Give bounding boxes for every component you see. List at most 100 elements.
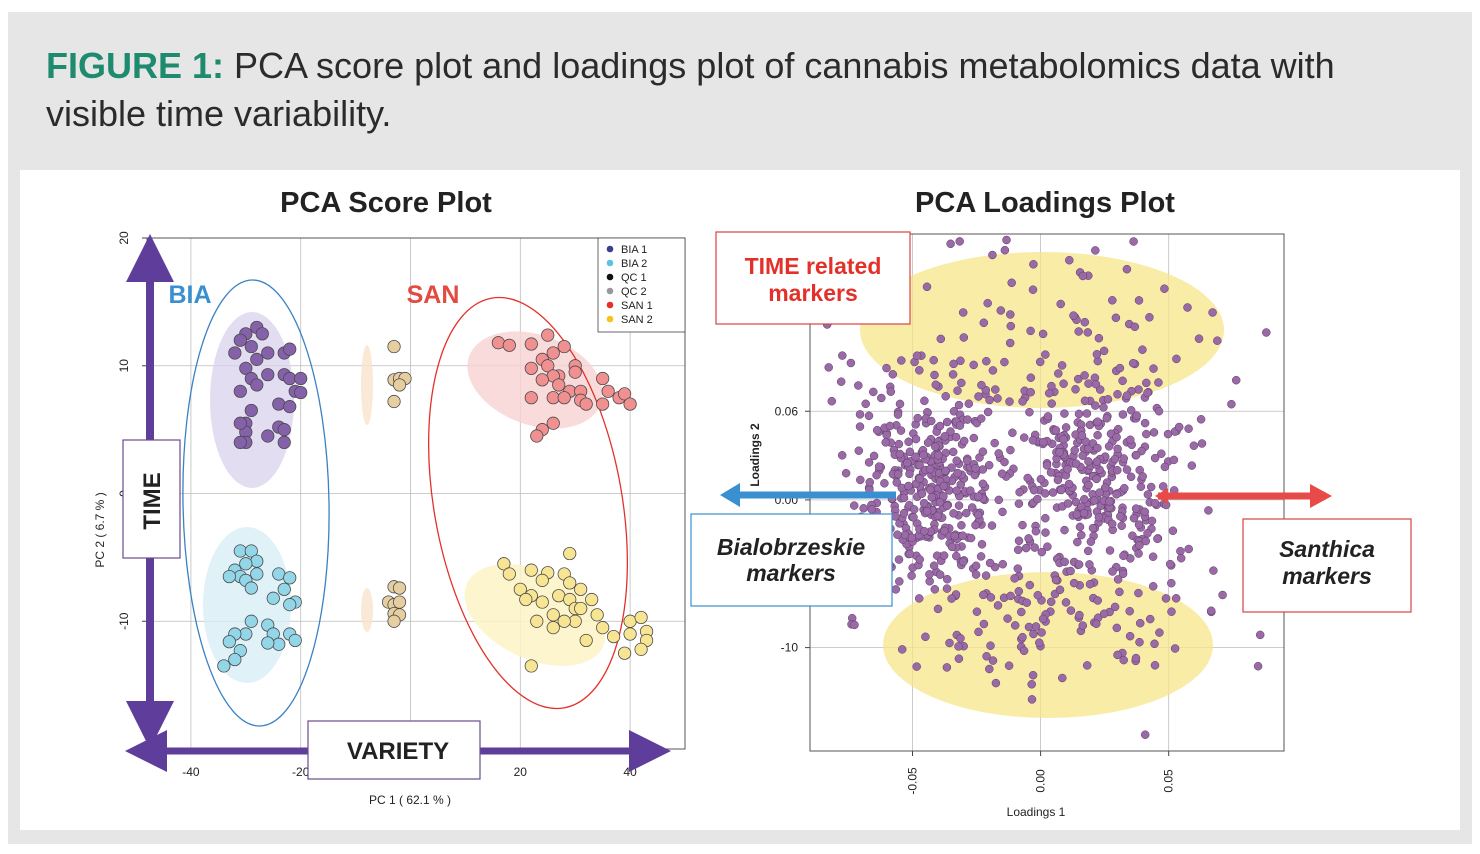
- loadings-point: [922, 282, 932, 292]
- score-point: [222, 569, 236, 584]
- loadings-point: [986, 641, 995, 650]
- bialobrzeskie-markers-box: [690, 513, 893, 607]
- loadings-point: [1160, 284, 1169, 293]
- score-points: [217, 320, 654, 673]
- loadings-point: [936, 334, 946, 344]
- score-x-tick-label: 40: [623, 765, 637, 779]
- loadings-point: [982, 356, 991, 366]
- loadings-point: [981, 571, 991, 580]
- loadings-point: [1126, 435, 1135, 445]
- loadings-point: [1108, 296, 1117, 305]
- loadings-point: [1119, 454, 1128, 463]
- loadings-point: [926, 416, 936, 426]
- loadings-y-tick-label: -10: [781, 641, 799, 655]
- score-x-axis-label: PC 1 ( 62.1 % ): [369, 793, 451, 807]
- loadings-point: [957, 521, 966, 530]
- loadings-point: [971, 561, 981, 571]
- loadings-point: [959, 333, 969, 342]
- score-point: [272, 637, 286, 651]
- loadings-point: [942, 574, 952, 584]
- loadings-point: [973, 510, 983, 520]
- score-point: [513, 582, 527, 596]
- score-point: [283, 400, 297, 414]
- loadings-point: [1014, 499, 1024, 508]
- loadings-point: [925, 464, 935, 474]
- loadings-point: [1253, 661, 1263, 671]
- score-plot-ticks: -40-200204020100-10: [117, 231, 637, 779]
- score-point: [261, 636, 275, 650]
- loadings-point: [1110, 602, 1120, 612]
- loadings-point: [998, 507, 1007, 517]
- loadings-point: [955, 237, 964, 246]
- loadings-point: [1006, 445, 1015, 455]
- loadings-point: [1213, 336, 1222, 345]
- score-point: [618, 387, 632, 401]
- loadings-point: [1184, 544, 1193, 554]
- santhica-label-line-1: Santhica: [1279, 536, 1375, 562]
- score-series-bia-2: [217, 544, 302, 673]
- loadings-point: [1051, 575, 1061, 585]
- time-label-box: [122, 439, 181, 559]
- loadings-point: [1006, 591, 1015, 601]
- loadings-point: [854, 381, 863, 390]
- loadings-point: [1118, 376, 1127, 386]
- loadings-point: [1072, 510, 1082, 519]
- loadings-point: [1033, 590, 1043, 600]
- loadings-point: [988, 656, 998, 665]
- loadings-point: [1031, 622, 1041, 631]
- loadings-point: [1051, 426, 1061, 435]
- loadings-point: [1176, 553, 1186, 563]
- loadings-point: [903, 458, 912, 468]
- legend-box: [597, 237, 686, 333]
- loadings-point: [1154, 406, 1164, 416]
- loadings-point: [1014, 536, 1024, 546]
- loadings-point: [1093, 443, 1102, 453]
- loadings-point: [1063, 499, 1073, 508]
- score-point: [244, 403, 258, 418]
- loadings-point: [1148, 582, 1158, 591]
- loadings-point: [1119, 551, 1128, 561]
- loadings-point: [1117, 521, 1126, 531]
- loadings-point: [1113, 444, 1122, 454]
- score-x-tick-label: -20: [292, 765, 310, 779]
- loadings-point: [897, 356, 906, 365]
- loadings-point: [954, 642, 963, 651]
- legend-entry: SAN 1: [621, 300, 653, 312]
- loadings-point: [986, 593, 996, 602]
- loadings-point: [977, 540, 987, 549]
- score-point: [288, 633, 302, 648]
- score-point: [233, 384, 247, 398]
- loadings-point: [1112, 490, 1121, 499]
- loadings-point: [912, 351, 922, 360]
- loadings-point: [893, 469, 903, 479]
- loadings-point: [1204, 506, 1213, 515]
- loadings-point: [1063, 464, 1072, 474]
- legend-entry: BIA 1: [621, 244, 647, 256]
- loadings-point: [1094, 333, 1104, 343]
- score-point: [261, 368, 275, 382]
- loadings-point: [881, 438, 890, 447]
- loadings-point: [909, 513, 918, 522]
- loadings-point: [942, 584, 952, 593]
- loadings-point: [1028, 670, 1038, 680]
- loadings-point: [963, 456, 972, 465]
- loadings-point: [948, 370, 958, 379]
- loadings-point: [1019, 433, 1029, 442]
- loadings-point: [1038, 329, 1048, 339]
- score-point: [491, 336, 505, 350]
- loadings-x-axis-label: Loadings 1: [1007, 805, 1066, 819]
- loadings-point: [935, 570, 945, 579]
- loadings-point: [1208, 308, 1217, 317]
- san-group-label: SAN: [407, 281, 460, 309]
- loadings-point: [929, 355, 938, 365]
- loadings-point: [1187, 461, 1197, 470]
- loadings-point: [911, 452, 920, 462]
- loadings-point: [1140, 418, 1150, 428]
- loadings-point: [1083, 546, 1093, 556]
- loadings-point: [1061, 423, 1071, 432]
- loadings-point: [949, 509, 958, 518]
- score-point: [623, 614, 637, 628]
- score-x-tick-label: -40: [182, 765, 200, 779]
- loadings-point: [1075, 522, 1085, 532]
- loadings-point: [1095, 488, 1104, 497]
